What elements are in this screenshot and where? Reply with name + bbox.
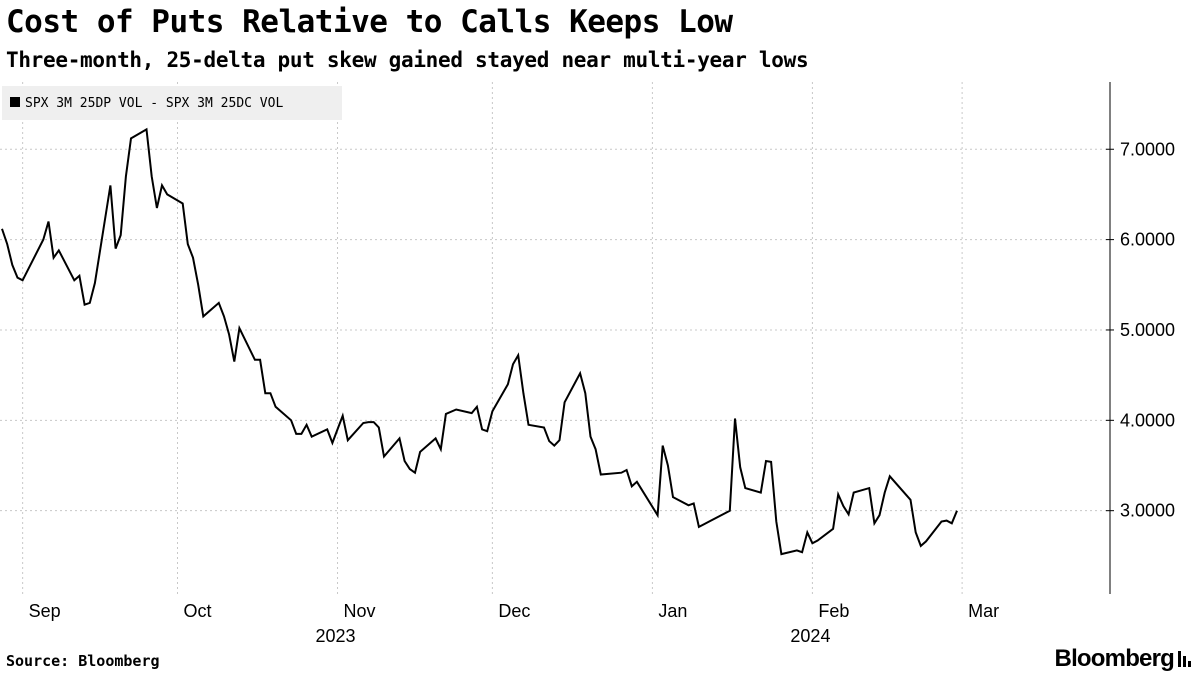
series-layer <box>1 127 958 556</box>
legend-background <box>2 86 342 120</box>
x-tick-label: Nov <box>344 601 376 621</box>
chart-legend: SPX 3M 25DP VOL - SPX 3M 25DC VOL <box>2 86 342 120</box>
y-tick-label: 7.0000 <box>1120 139 1175 159</box>
chart-subtitle: Three-month, 25-delta put skew gained st… <box>6 48 809 72</box>
y-tick-label: 4.0000 <box>1120 410 1175 430</box>
line-chart: 3.0000 4.0000 5.0000 6.0000 7.0000 Sep Oct Nov D… <box>0 82 1175 642</box>
chart-title: Cost of Puts Relative to Calls Keeps Low <box>6 4 733 40</box>
x-tick-label: Jan <box>658 601 687 621</box>
x-tick-label: Oct <box>184 601 212 621</box>
x-tick-label: Dec <box>498 601 530 621</box>
legend-swatch <box>10 97 20 107</box>
axis-layer: 3.0000 4.0000 5.0000 6.0000 7.0000 Sep Oct Nov D… <box>29 82 1175 642</box>
x-year-label: 2024 <box>790 626 830 642</box>
x-tick-label: Feb <box>818 601 849 621</box>
bloomberg-logo-text: Bloomberg <box>1054 645 1175 672</box>
y-tick-label: 5.0000 <box>1120 320 1175 340</box>
legend-label: SPX 3M 25DP VOL - SPX 3M 25DC VOL <box>25 96 283 111</box>
bloomberg-logo: Bloomberg <box>1055 645 1192 673</box>
y-tick-label: 3.0000 <box>1120 501 1175 521</box>
bloomberg-bars-icon <box>1178 651 1192 667</box>
grid-layer <box>0 82 1110 594</box>
series-line <box>1 127 958 556</box>
y-tick-label: 6.0000 <box>1120 230 1175 250</box>
x-year-label: 2023 <box>316 626 356 642</box>
x-tick-label: Sep <box>29 601 61 621</box>
source-note: Source: Bloomberg <box>6 652 160 670</box>
x-tick-label: Mar <box>968 601 999 621</box>
